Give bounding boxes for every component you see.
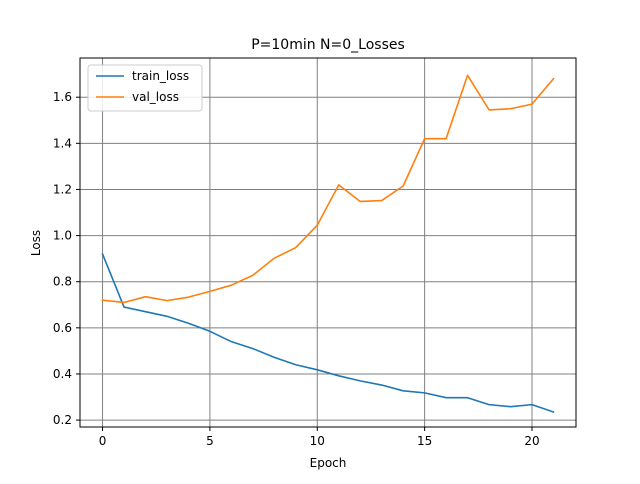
axis-ticks: 0 5 10 15 20 0.2 0.4 0.6 0.8 1.0 1.2 1.4 1.6 [53,90,540,448]
y-tick-label: 1.2 [53,182,72,196]
y-tick-label: 0.8 [53,275,72,289]
x-axis-label: Epoch [310,456,347,470]
series-line-val-loss [101,74,555,304]
y-tick-label: 0.4 [53,367,72,381]
legend-label-train-loss: train_loss [132,69,189,83]
x-tick-label: 20 [524,434,539,448]
grid-lines [80,58,576,427]
legend: train_loss val_loss [87,64,203,112]
x-tick-label: 0 [99,434,107,448]
x-tick-label: 15 [417,434,432,448]
chart-title: P=10min N=0_Losses [251,37,405,53]
x-tick-label: 5 [206,434,214,448]
legend-label-val-loss: val_loss [132,90,179,104]
y-tick-label: 1.4 [53,136,72,150]
series-line-train-loss [101,252,555,414]
y-tick-label: 1.0 [53,229,72,243]
y-tick-label: 0.2 [53,413,72,427]
y-axis-label: Loss [29,230,43,256]
plot-frame [79,57,577,428]
x-tick-label: 10 [310,434,325,448]
y-tick-label: 0.6 [53,321,72,335]
series-lines [101,74,555,414]
y-tick-label: 1.6 [53,90,72,104]
